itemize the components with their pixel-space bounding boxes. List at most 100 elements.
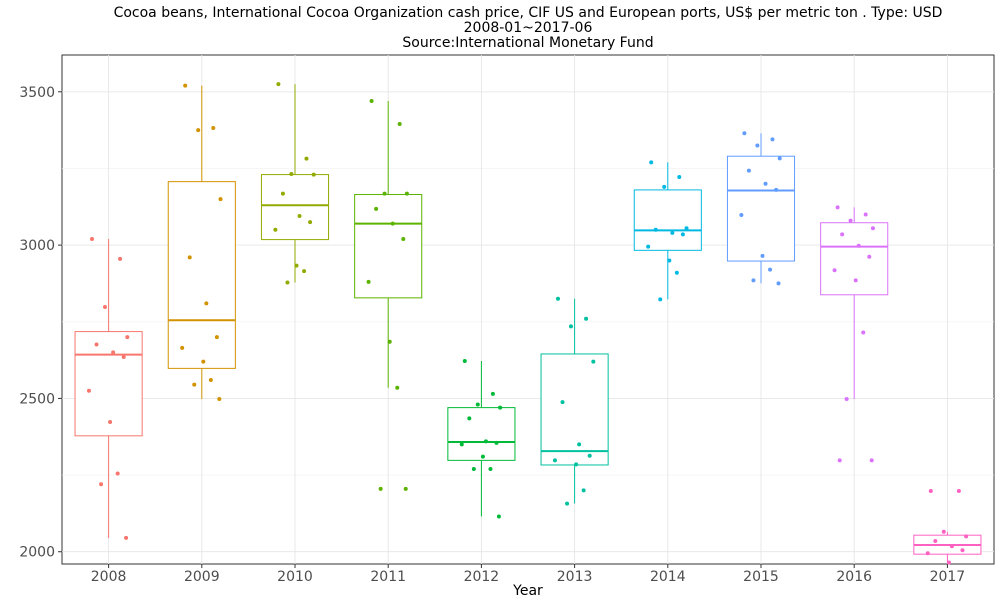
data-point	[273, 227, 278, 232]
data-point	[863, 212, 868, 217]
data-point	[591, 359, 596, 364]
data-point	[302, 269, 307, 274]
data-point	[861, 330, 866, 335]
data-point	[208, 378, 213, 383]
data-point	[289, 171, 294, 176]
data-point	[960, 548, 965, 553]
data-point	[404, 191, 409, 196]
data-point	[949, 544, 954, 549]
data-point	[956, 489, 961, 494]
data-point	[587, 453, 592, 458]
data-point	[475, 402, 480, 407]
data-point	[552, 458, 557, 463]
data-point	[108, 420, 113, 425]
data-point	[311, 172, 316, 177]
data-point	[964, 534, 969, 539]
data-point	[211, 125, 216, 130]
data-point	[568, 324, 573, 329]
data-point	[739, 213, 744, 218]
box-2014	[633, 189, 702, 251]
data-point	[115, 471, 120, 476]
x-tick-label: 2012	[464, 569, 500, 585]
data-point	[835, 205, 840, 210]
data-point	[870, 226, 875, 231]
data-point	[217, 397, 222, 402]
data-point	[304, 156, 309, 161]
data-point	[204, 301, 209, 306]
data-point	[183, 83, 188, 88]
data-point	[928, 489, 933, 494]
data-point	[933, 539, 938, 544]
data-point	[192, 382, 197, 387]
data-point	[674, 270, 679, 275]
data-point	[471, 466, 476, 471]
data-point	[488, 466, 493, 471]
data-point	[869, 458, 874, 463]
box-2009	[167, 181, 236, 369]
x-tick-label: 2009	[184, 569, 220, 585]
box-2008	[74, 331, 143, 437]
x-tick-label: 2014	[650, 569, 686, 585]
data-point	[653, 227, 658, 232]
data-point	[667, 258, 672, 263]
data-point	[102, 305, 107, 310]
data-point	[867, 254, 872, 259]
data-point	[297, 213, 302, 218]
data-point	[577, 442, 582, 447]
data-point	[856, 243, 861, 248]
box-2016	[820, 222, 889, 296]
data-point	[490, 391, 495, 396]
data-point	[397, 121, 402, 126]
data-point	[777, 156, 782, 161]
data-point	[853, 278, 858, 283]
x-tick-label: 2008	[91, 569, 127, 585]
data-point	[180, 345, 185, 350]
data-point	[658, 297, 663, 302]
data-point	[378, 486, 383, 491]
chart-title-line-2: 2008-01~2017-06	[464, 20, 593, 36]
data-point	[560, 400, 565, 405]
data-point	[941, 529, 946, 534]
box-2011	[354, 194, 423, 299]
data-point	[462, 359, 467, 364]
data-point	[308, 220, 313, 225]
data-point	[86, 388, 91, 393]
data-point	[366, 279, 371, 284]
plot-area: 2000 2500 3000 3500 2008 2009 2010 2011 2012 2013…	[19, 54, 995, 585]
y-tick-label: 3500	[19, 85, 55, 101]
data-point	[494, 440, 499, 445]
data-point	[774, 187, 779, 192]
x-tick-label: 2016	[836, 569, 872, 585]
x-tick-label: 2011	[370, 569, 406, 585]
box-2013	[540, 353, 609, 466]
data-point	[294, 263, 299, 268]
data-point	[768, 267, 773, 272]
data-point	[403, 486, 408, 491]
data-point	[480, 454, 485, 459]
chart-title-line-3: Source:International Monetary Fund	[402, 35, 653, 51]
data-point	[662, 184, 667, 189]
data-point	[649, 160, 654, 165]
data-point	[840, 232, 845, 237]
data-point	[555, 296, 560, 301]
data-point	[837, 458, 842, 463]
data-point	[118, 256, 123, 261]
data-point	[670, 230, 675, 235]
data-point	[832, 268, 837, 273]
data-point	[382, 191, 387, 196]
y-tick-label: 3000	[19, 238, 55, 254]
data-point	[390, 221, 395, 226]
x-tick-label: 2015	[743, 569, 779, 585]
x-tick-label: 2017	[930, 569, 966, 585]
data-point	[760, 253, 765, 258]
data-point	[680, 232, 685, 237]
data-point	[285, 280, 290, 285]
data-point	[770, 137, 775, 142]
data-point	[565, 501, 570, 506]
data-point	[746, 168, 751, 173]
data-point	[751, 278, 756, 283]
data-point	[677, 175, 682, 180]
data-point	[946, 560, 951, 565]
data-point	[581, 488, 586, 493]
data-point	[218, 197, 223, 202]
